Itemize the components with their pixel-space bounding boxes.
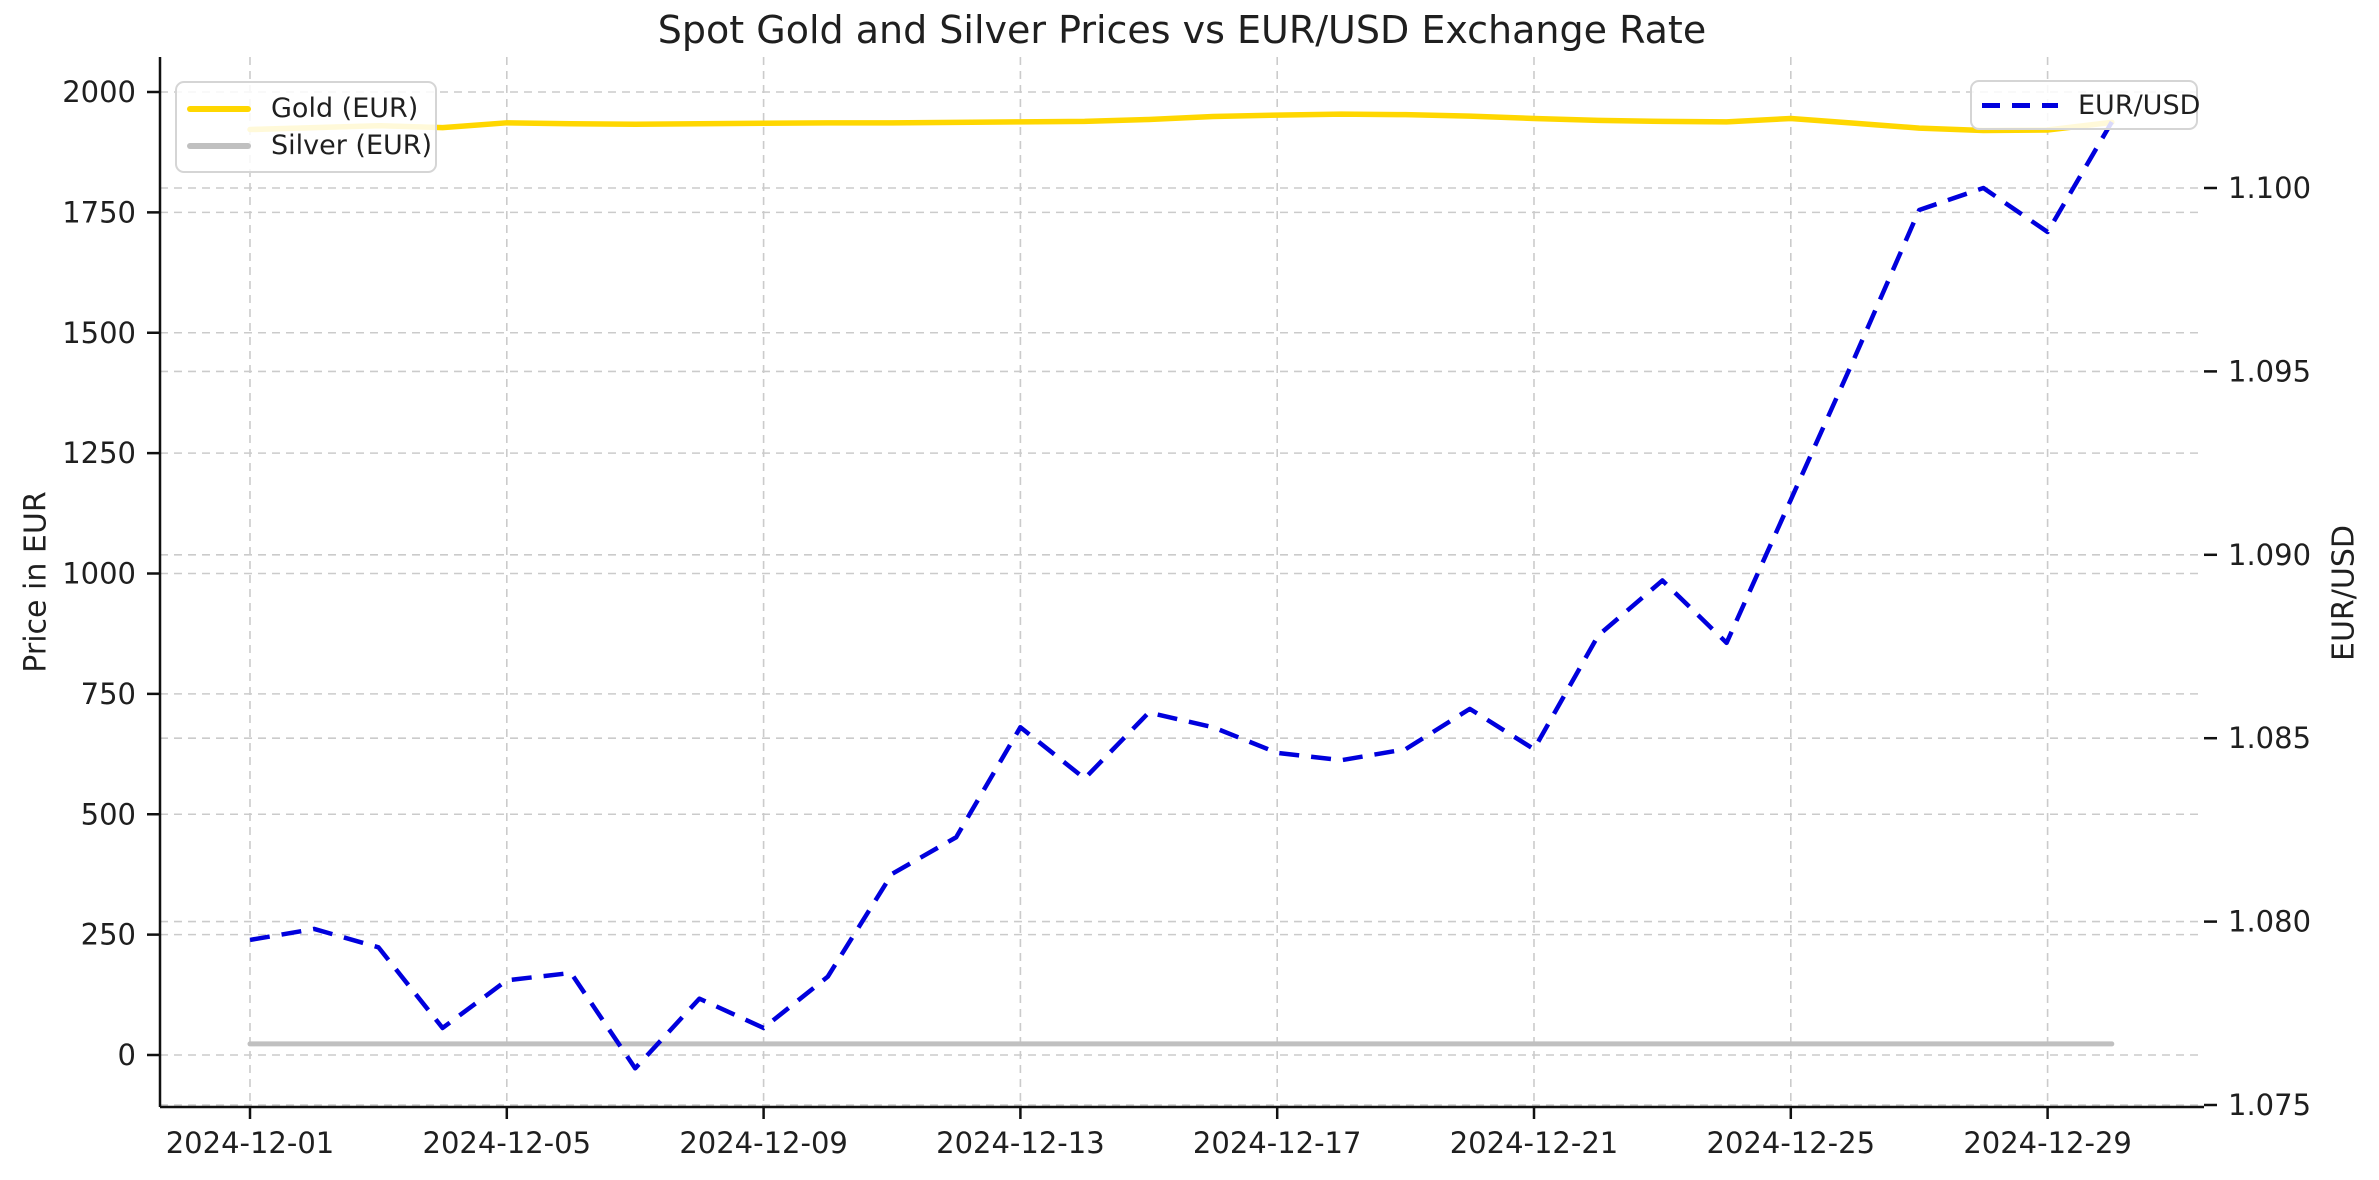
legend-label-gold: Gold (EUR) xyxy=(271,93,419,124)
left-tick-label: 1250 xyxy=(62,436,136,470)
left-tick-label: 1000 xyxy=(62,557,136,591)
right-tick-label: 1.075 xyxy=(2228,1088,2311,1122)
x-tick-label: 2024-12-09 xyxy=(679,1126,848,1160)
right-tick-label: 1.080 xyxy=(2228,905,2311,939)
gridlines xyxy=(160,57,2204,1107)
axes-spines xyxy=(158,57,2204,1109)
left-tick-label: 0 xyxy=(118,1038,136,1072)
left-tick-label: 250 xyxy=(81,918,136,952)
legend-entry-eurusd: EUR/USD xyxy=(1982,90,2200,121)
left-tick-label: 1750 xyxy=(62,195,136,229)
x-tick-label: 2024-12-01 xyxy=(166,1126,335,1160)
legend-entry-silver: Silver (EUR) xyxy=(187,130,432,161)
x-tick-label: 2024-12-21 xyxy=(1450,1126,1619,1160)
eurusd-line-swatch xyxy=(1982,102,2058,108)
gold-line-swatch xyxy=(187,105,251,112)
x-tick-label: 2024-12-29 xyxy=(1963,1126,2132,1160)
left-tick-label: 2000 xyxy=(62,75,136,109)
x-tick-label: 2024-12-25 xyxy=(1707,1126,1876,1160)
chart-title: Spot Gold and Silver Prices vs EUR/USD E… xyxy=(657,8,1707,52)
legend-gold-silver: Gold (EUR) Silver (EUR) xyxy=(175,81,437,173)
left-tick-label: 500 xyxy=(81,797,136,831)
eurusd-line xyxy=(249,120,2114,1071)
legend-eurusd: EUR/USD xyxy=(1970,80,2200,130)
x-tick-label: 2024-12-17 xyxy=(1193,1126,1362,1160)
legend-label-silver: Silver (EUR) xyxy=(271,130,433,161)
legend-label-eurusd: EUR/USD xyxy=(2078,89,2201,121)
x-tick-label: 2024-12-13 xyxy=(936,1126,1105,1160)
right-tick-label: 1.095 xyxy=(2228,354,2311,388)
left-tick-label: 1500 xyxy=(62,316,136,350)
right-tick-label: 1.085 xyxy=(2228,721,2311,755)
x-tick-label: 2024-12-05 xyxy=(423,1126,592,1160)
left-axis-label: Price in EUR xyxy=(18,491,54,673)
right-tick-label: 1.100 xyxy=(2228,171,2311,205)
left-tick-label: 750 xyxy=(81,677,136,711)
legend-entry-gold: Gold (EUR) xyxy=(187,93,425,124)
right-tick-label: 1.090 xyxy=(2228,538,2311,572)
gold-line xyxy=(247,111,2115,134)
right-axis-label: EUR/USD xyxy=(2326,525,2362,661)
silver-line-swatch xyxy=(187,142,251,149)
